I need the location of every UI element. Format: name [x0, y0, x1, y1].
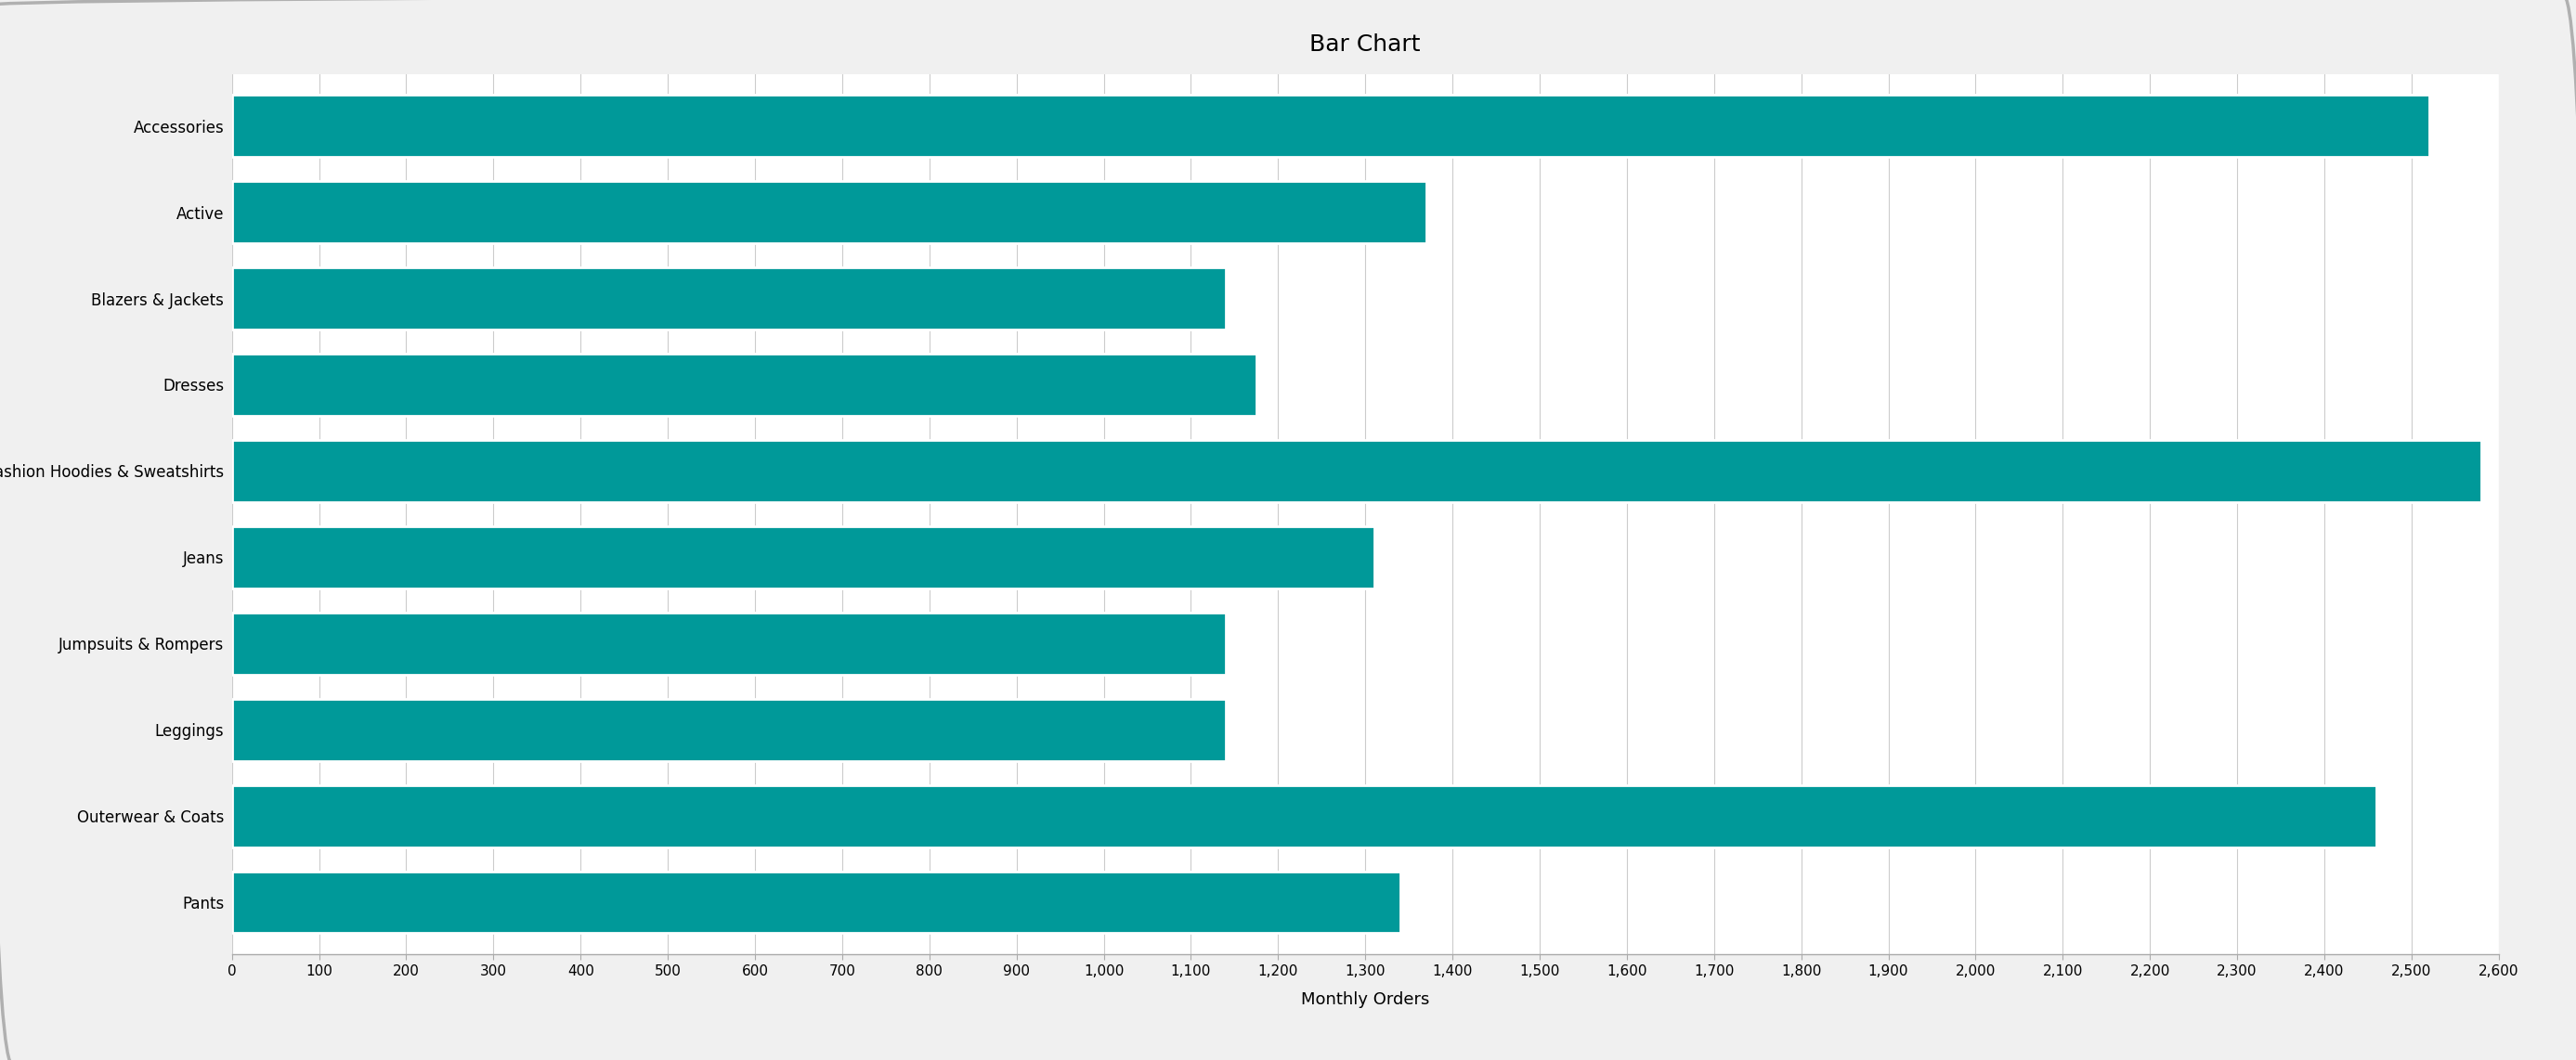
- Bar: [232, 267, 1226, 330]
- Bar: [232, 440, 2481, 502]
- Bar: [232, 354, 1257, 416]
- Bar: [232, 95, 2429, 157]
- Bar: [232, 699, 1226, 761]
- Bar: [232, 526, 1373, 588]
- Title: Bar Chart: Bar Chart: [1309, 33, 1422, 55]
- Bar: [232, 613, 1226, 674]
- Bar: [232, 871, 1401, 933]
- Bar: [232, 785, 2378, 847]
- X-axis label: Monthly Orders: Monthly Orders: [1301, 991, 1430, 1008]
- Bar: [232, 181, 1427, 243]
